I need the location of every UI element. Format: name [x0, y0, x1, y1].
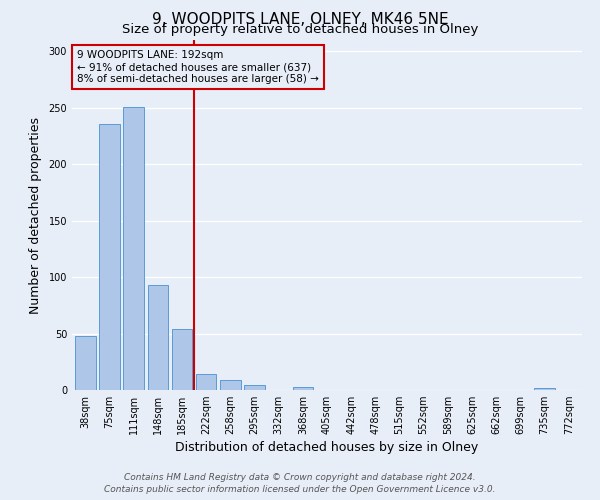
Bar [172, 329, 192, 390]
Bar [148, 285, 168, 390]
Bar [293, 386, 313, 390]
Bar [244, 386, 265, 390]
Bar [124, 106, 144, 390]
Y-axis label: Number of detached properties: Number of detached properties [29, 116, 41, 314]
Text: 9, WOODPITS LANE, OLNEY, MK46 5NE: 9, WOODPITS LANE, OLNEY, MK46 5NE [152, 12, 448, 28]
Bar [534, 388, 555, 390]
Bar [196, 374, 217, 390]
Text: 9 WOODPITS LANE: 192sqm
← 91% of detached houses are smaller (637)
8% of semi-de: 9 WOODPITS LANE: 192sqm ← 91% of detache… [77, 50, 319, 84]
Bar [99, 124, 120, 390]
Bar [220, 380, 241, 390]
Text: Contains HM Land Registry data © Crown copyright and database right 2024.
Contai: Contains HM Land Registry data © Crown c… [104, 472, 496, 494]
Bar [75, 336, 95, 390]
Text: Size of property relative to detached houses in Olney: Size of property relative to detached ho… [122, 22, 478, 36]
X-axis label: Distribution of detached houses by size in Olney: Distribution of detached houses by size … [175, 442, 479, 454]
